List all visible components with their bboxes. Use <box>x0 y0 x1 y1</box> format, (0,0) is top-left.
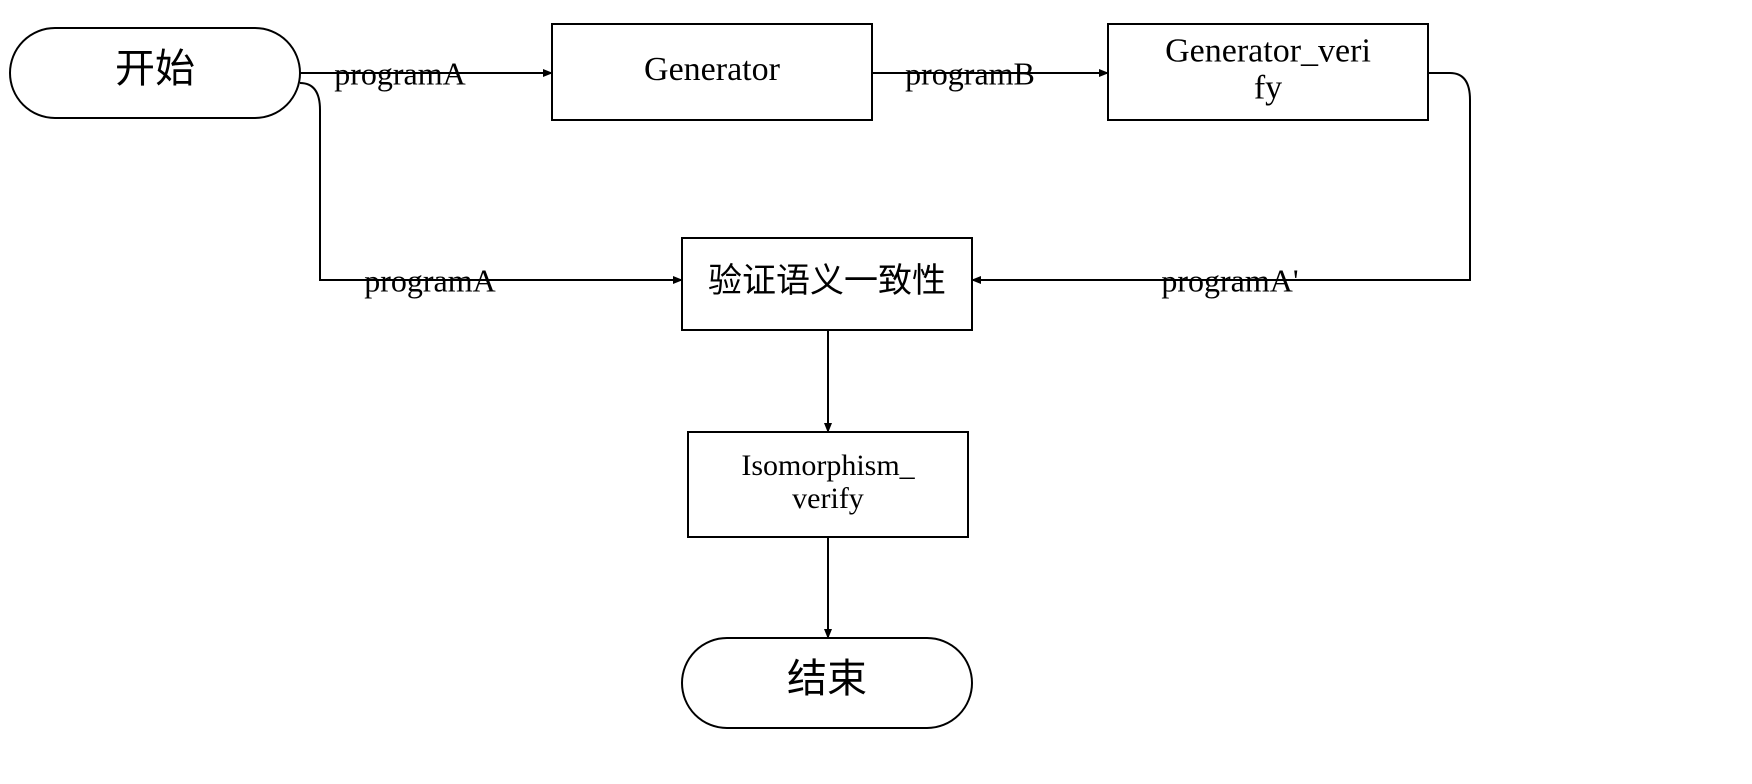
verify-node: 验证语义一致性 <box>682 238 972 330</box>
end-node: 结束 <box>682 638 972 728</box>
generator-node: Generator <box>552 24 872 120</box>
verify-label: 验证语义一致性 <box>708 262 946 300</box>
generator-label: Generator <box>644 51 781 88</box>
iso-node: Isomorphism_verify <box>688 432 968 537</box>
genverify-node: Generator_verify <box>1108 24 1428 120</box>
end-label: 结束 <box>787 656 867 701</box>
edge-label-genverify-verify: programA' <box>1161 262 1298 298</box>
start-label: 开始 <box>115 46 195 91</box>
edge-label-start-generator: programA <box>334 55 466 91</box>
edge-label-generator-genverify: programB <box>905 55 1035 91</box>
edge-label-start-verify: programA <box>364 262 496 298</box>
start-node: 开始 <box>10 28 300 118</box>
